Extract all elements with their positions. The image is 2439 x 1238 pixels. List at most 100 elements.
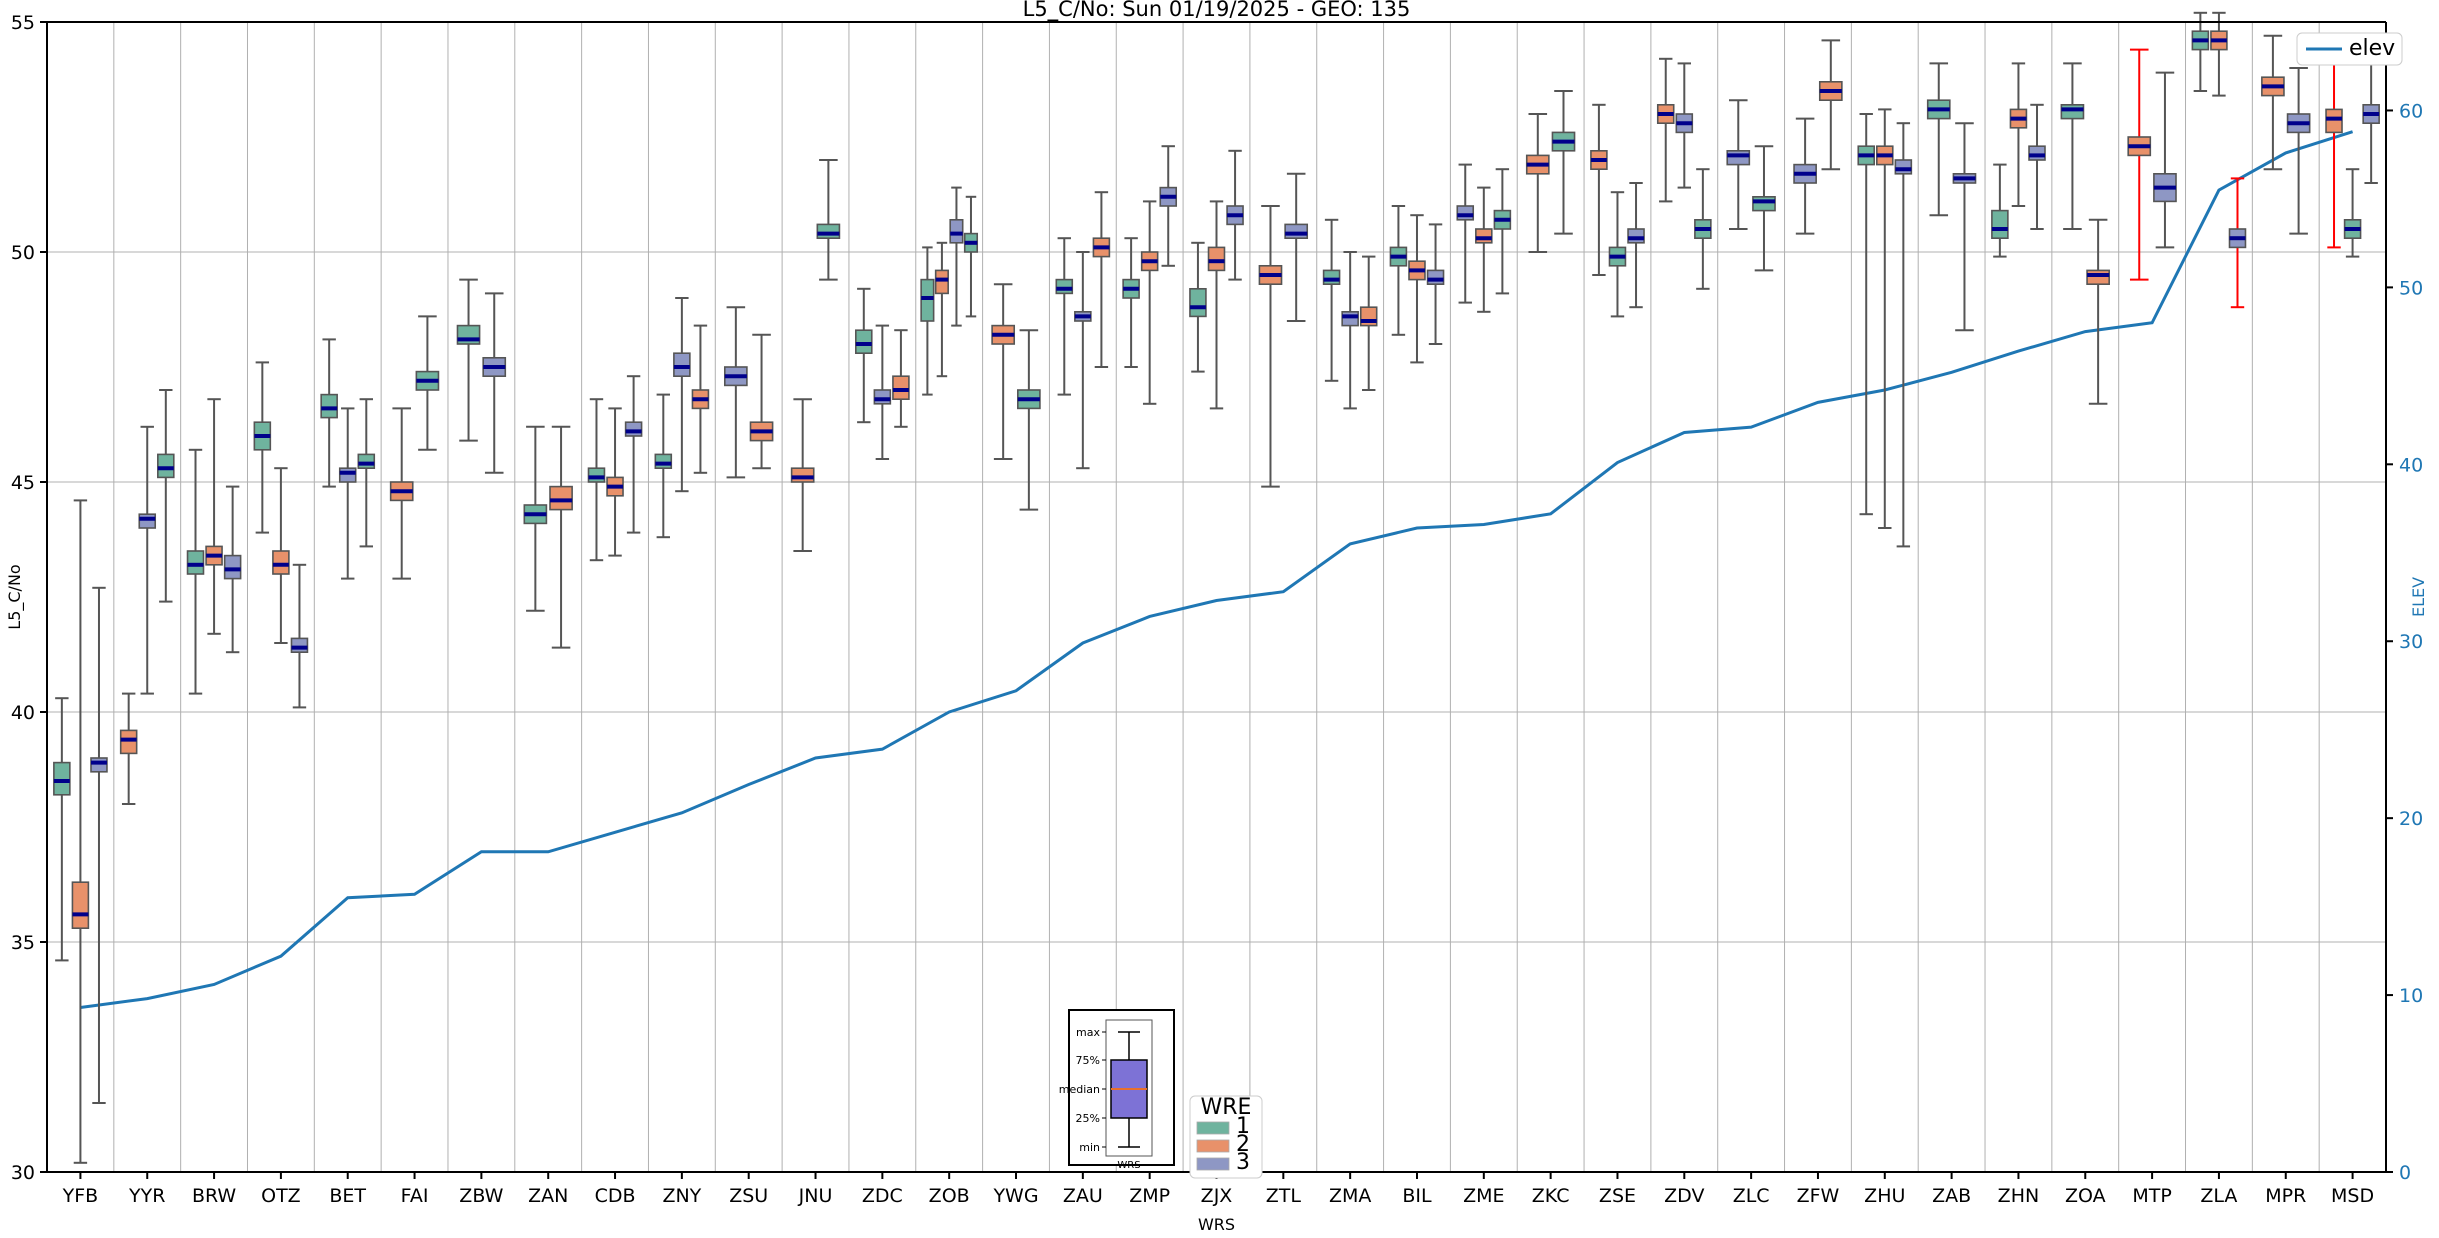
boxplot-box bbox=[749, 333, 774, 470]
boxplot-box bbox=[1055, 237, 1074, 396]
box-rect bbox=[1726, 150, 1751, 166]
boxplot-box bbox=[691, 324, 710, 474]
boxplot-box bbox=[1359, 255, 1378, 391]
box-rect bbox=[1627, 228, 1645, 244]
inset-tick-label: max bbox=[1076, 1026, 1100, 1039]
y-tick-label-left: 50 bbox=[11, 242, 35, 264]
boxplot-box bbox=[1551, 90, 1576, 235]
box-rect bbox=[1322, 269, 1341, 285]
box-rect bbox=[338, 467, 357, 483]
boxplot-box bbox=[1341, 251, 1359, 410]
boxplot-box bbox=[1894, 122, 1913, 548]
boxplot-box bbox=[1952, 122, 1977, 332]
x-tick-label: ZOB bbox=[929, 1185, 970, 1207]
boxplot-box bbox=[920, 246, 935, 396]
boxplot-box bbox=[1456, 163, 1475, 304]
box-rect bbox=[90, 757, 108, 773]
x-tick-label: BIL bbox=[1402, 1185, 1432, 1207]
x-tick-label: ZTL bbox=[1266, 1185, 1302, 1207]
wre-legend-swatch-1 bbox=[1196, 1121, 1230, 1135]
boxplot-box bbox=[320, 338, 338, 488]
boxplot-box bbox=[949, 186, 964, 327]
boxplot-box bbox=[723, 306, 748, 479]
boxplot-box bbox=[2191, 11, 2210, 92]
boxplot-box bbox=[1675, 62, 1694, 189]
boxplot-box bbox=[415, 315, 440, 451]
box-rect bbox=[1341, 310, 1359, 327]
boxplot-box bbox=[1876, 108, 1894, 529]
boxplot-box bbox=[2028, 103, 2046, 230]
x-tick-label: ZOA bbox=[2065, 1185, 2106, 1207]
x-tick-label: ZDC bbox=[862, 1185, 903, 1207]
boxplot-box bbox=[654, 393, 673, 539]
boxplot-box bbox=[1590, 103, 1608, 276]
boxplot-box bbox=[71, 499, 90, 1164]
box-rect bbox=[272, 550, 290, 575]
x-tick-label: ZDV bbox=[1664, 1185, 1704, 1207]
boxplot-box bbox=[223, 485, 242, 654]
y-tick-label-right: 60 bbox=[2399, 100, 2423, 122]
box-rect bbox=[1284, 223, 1309, 239]
wre-legend-label-1: 1 bbox=[1236, 1114, 1250, 1139]
boxplot-box bbox=[290, 563, 309, 709]
box-rect bbox=[855, 329, 873, 355]
boxplot-box bbox=[1857, 113, 1876, 516]
boxplot-box bbox=[1793, 117, 1817, 235]
x-tick-label: JNU bbox=[798, 1185, 833, 1207]
boxplot-box bbox=[1017, 329, 1041, 511]
boxplot-box bbox=[963, 195, 979, 318]
box-rect bbox=[920, 278, 935, 322]
box-rect bbox=[71, 881, 90, 930]
boxplot-box bbox=[1189, 241, 1207, 373]
x-tick-label: FAI bbox=[401, 1185, 429, 1207]
boxplot-box bbox=[1074, 251, 1092, 470]
elev-legend: elev bbox=[2296, 32, 2403, 66]
y-tick-label-right: 20 bbox=[2399, 808, 2423, 830]
box-rect bbox=[673, 352, 691, 378]
boxplot-box bbox=[855, 287, 873, 424]
boxplot-box bbox=[1694, 168, 1712, 290]
boxplot-box bbox=[1258, 205, 1283, 488]
x-tick-label: ZKC bbox=[1532, 1185, 1570, 1207]
boxplot-box bbox=[253, 361, 272, 534]
x-tick-label: MPR bbox=[2265, 1185, 2306, 1207]
box-rect bbox=[2028, 145, 2046, 161]
x-tick-label: ZHU bbox=[1864, 1185, 1905, 1207]
box-rect bbox=[1426, 269, 1445, 285]
boxplot-box bbox=[1389, 205, 1408, 336]
box-rect bbox=[624, 421, 643, 437]
box-rect bbox=[1456, 205, 1475, 221]
boxplot-box bbox=[892, 329, 910, 428]
boxplot-box bbox=[2153, 71, 2177, 249]
boxplot-box bbox=[482, 292, 507, 474]
boxplot-box bbox=[2261, 34, 2285, 171]
box-rect bbox=[320, 393, 338, 419]
box-rect bbox=[357, 453, 376, 469]
wre-legend-label-2: 2 bbox=[1236, 1132, 1250, 1157]
boxplot-box bbox=[357, 398, 376, 548]
x-tick-label: BET bbox=[329, 1185, 366, 1207]
y-tick-label-right: 0 bbox=[2399, 1162, 2411, 1184]
boxplot-box bbox=[1408, 214, 1426, 364]
wre-legend-swatch-2 bbox=[1196, 1139, 1230, 1153]
box-rect bbox=[949, 219, 964, 244]
boxplot-box bbox=[624, 375, 643, 534]
boxplot-series bbox=[53, 11, 2380, 1164]
boxplot-box bbox=[991, 283, 1016, 460]
boxplot-box bbox=[2362, 57, 2380, 184]
elev-legend-box bbox=[2296, 32, 2403, 66]
boxplot-anatomy-inset: max 75% median 25% min WRS bbox=[1059, 1009, 1175, 1171]
boxplot-box bbox=[1493, 168, 1512, 295]
boxplot-box bbox=[456, 278, 481, 442]
box-rect bbox=[873, 389, 892, 405]
boxplot-box bbox=[1226, 149, 1244, 281]
box-rect bbox=[1189, 287, 1207, 318]
inset-tick-label: min bbox=[1079, 1141, 1100, 1154]
boxplot-box bbox=[1627, 182, 1645, 309]
boxplot-box bbox=[1818, 39, 1843, 171]
boxplot-box bbox=[272, 467, 290, 644]
boxplot-box bbox=[2009, 62, 2028, 207]
boxplot-box bbox=[1140, 200, 1159, 405]
